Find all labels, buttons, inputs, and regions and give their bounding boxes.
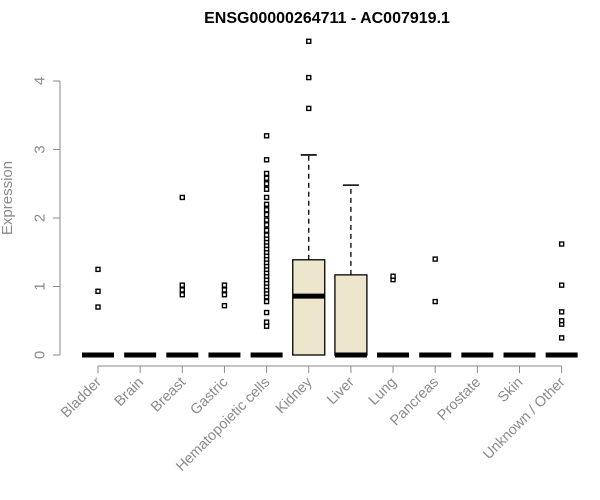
- box: [334, 274, 368, 356]
- outlier-point: [221, 287, 228, 293]
- outlier-point: [306, 105, 312, 112]
- outlier-point: [558, 309, 565, 315]
- outlier-point: [263, 227, 270, 234]
- outlier-point: [263, 217, 270, 223]
- outlier-point: [263, 207, 270, 213]
- outlier-point: [558, 335, 565, 341]
- outlier-point: [390, 273, 396, 279]
- outlier-point: [179, 287, 186, 293]
- outlier-point: [263, 211, 270, 218]
- outlier-point: [179, 194, 186, 201]
- outlier-point: [263, 133, 270, 139]
- outlier-point: [432, 256, 438, 262]
- y-axis-label: Expression: [0, 161, 16, 235]
- outlier-point: [306, 38, 312, 44]
- box-group: [545, 241, 578, 358]
- outlier-point: [263, 157, 270, 163]
- box-group: [377, 273, 410, 358]
- outlier-point: [263, 232, 270, 238]
- outlier-point: [221, 292, 228, 298]
- outlier-point: [263, 181, 270, 187]
- chart-title: ENSG00000264711 - AC007919.1: [204, 10, 450, 27]
- outlier-point: [179, 292, 186, 298]
- outlier-point: [179, 282, 186, 288]
- outlier-point: [95, 266, 101, 273]
- outlier-point: [432, 298, 438, 305]
- outlier-point: [306, 74, 312, 81]
- outlier-point: [263, 194, 270, 201]
- box-group: [292, 38, 326, 356]
- box-group: [208, 282, 241, 358]
- x-tick-label: Liver: [324, 374, 358, 408]
- x-tick-label: Bladder: [58, 374, 105, 421]
- outlier-point: [263, 201, 270, 208]
- outlier-point: [263, 298, 270, 305]
- y-tick-label: 1: [32, 282, 49, 290]
- x-tick-label: Brain: [112, 375, 147, 410]
- x-tick-label: Lung: [366, 375, 400, 409]
- outlier-point: [558, 282, 565, 288]
- outlier-point: [95, 304, 101, 310]
- y-tick-label: 4: [32, 77, 49, 85]
- outlier-point: [558, 241, 565, 247]
- y-tick-label: 0: [32, 351, 49, 359]
- x-tick-label: Kidney: [273, 374, 316, 417]
- outlier-point: [263, 170, 270, 177]
- outlier-point: [221, 282, 228, 288]
- box-group: [166, 194, 199, 358]
- outlier-point: [558, 318, 565, 324]
- box-group: [250, 133, 283, 358]
- box-group: [334, 184, 368, 358]
- outlier-point: [95, 288, 101, 294]
- box-group: [419, 256, 452, 358]
- outlier-point: [263, 323, 270, 329]
- outlier-point: [263, 175, 270, 181]
- y-tick-label: 2: [32, 214, 49, 222]
- x-tick-label: Skin: [495, 375, 526, 406]
- x-tick-label: Prostate: [435, 375, 484, 424]
- box: [292, 259, 326, 356]
- outlier-point: [221, 302, 228, 309]
- y-ticks: 0 1 2 3 4: [32, 77, 60, 359]
- outlier-point: [263, 319, 270, 325]
- outlier-point: [263, 222, 270, 228]
- boxes: [82, 38, 578, 358]
- y-tick-label: 3: [32, 145, 49, 153]
- outlier-point: [263, 309, 270, 316]
- x-tick-label: Breast: [148, 375, 189, 416]
- box-group: [82, 266, 114, 358]
- outlier-point: [263, 186, 270, 192]
